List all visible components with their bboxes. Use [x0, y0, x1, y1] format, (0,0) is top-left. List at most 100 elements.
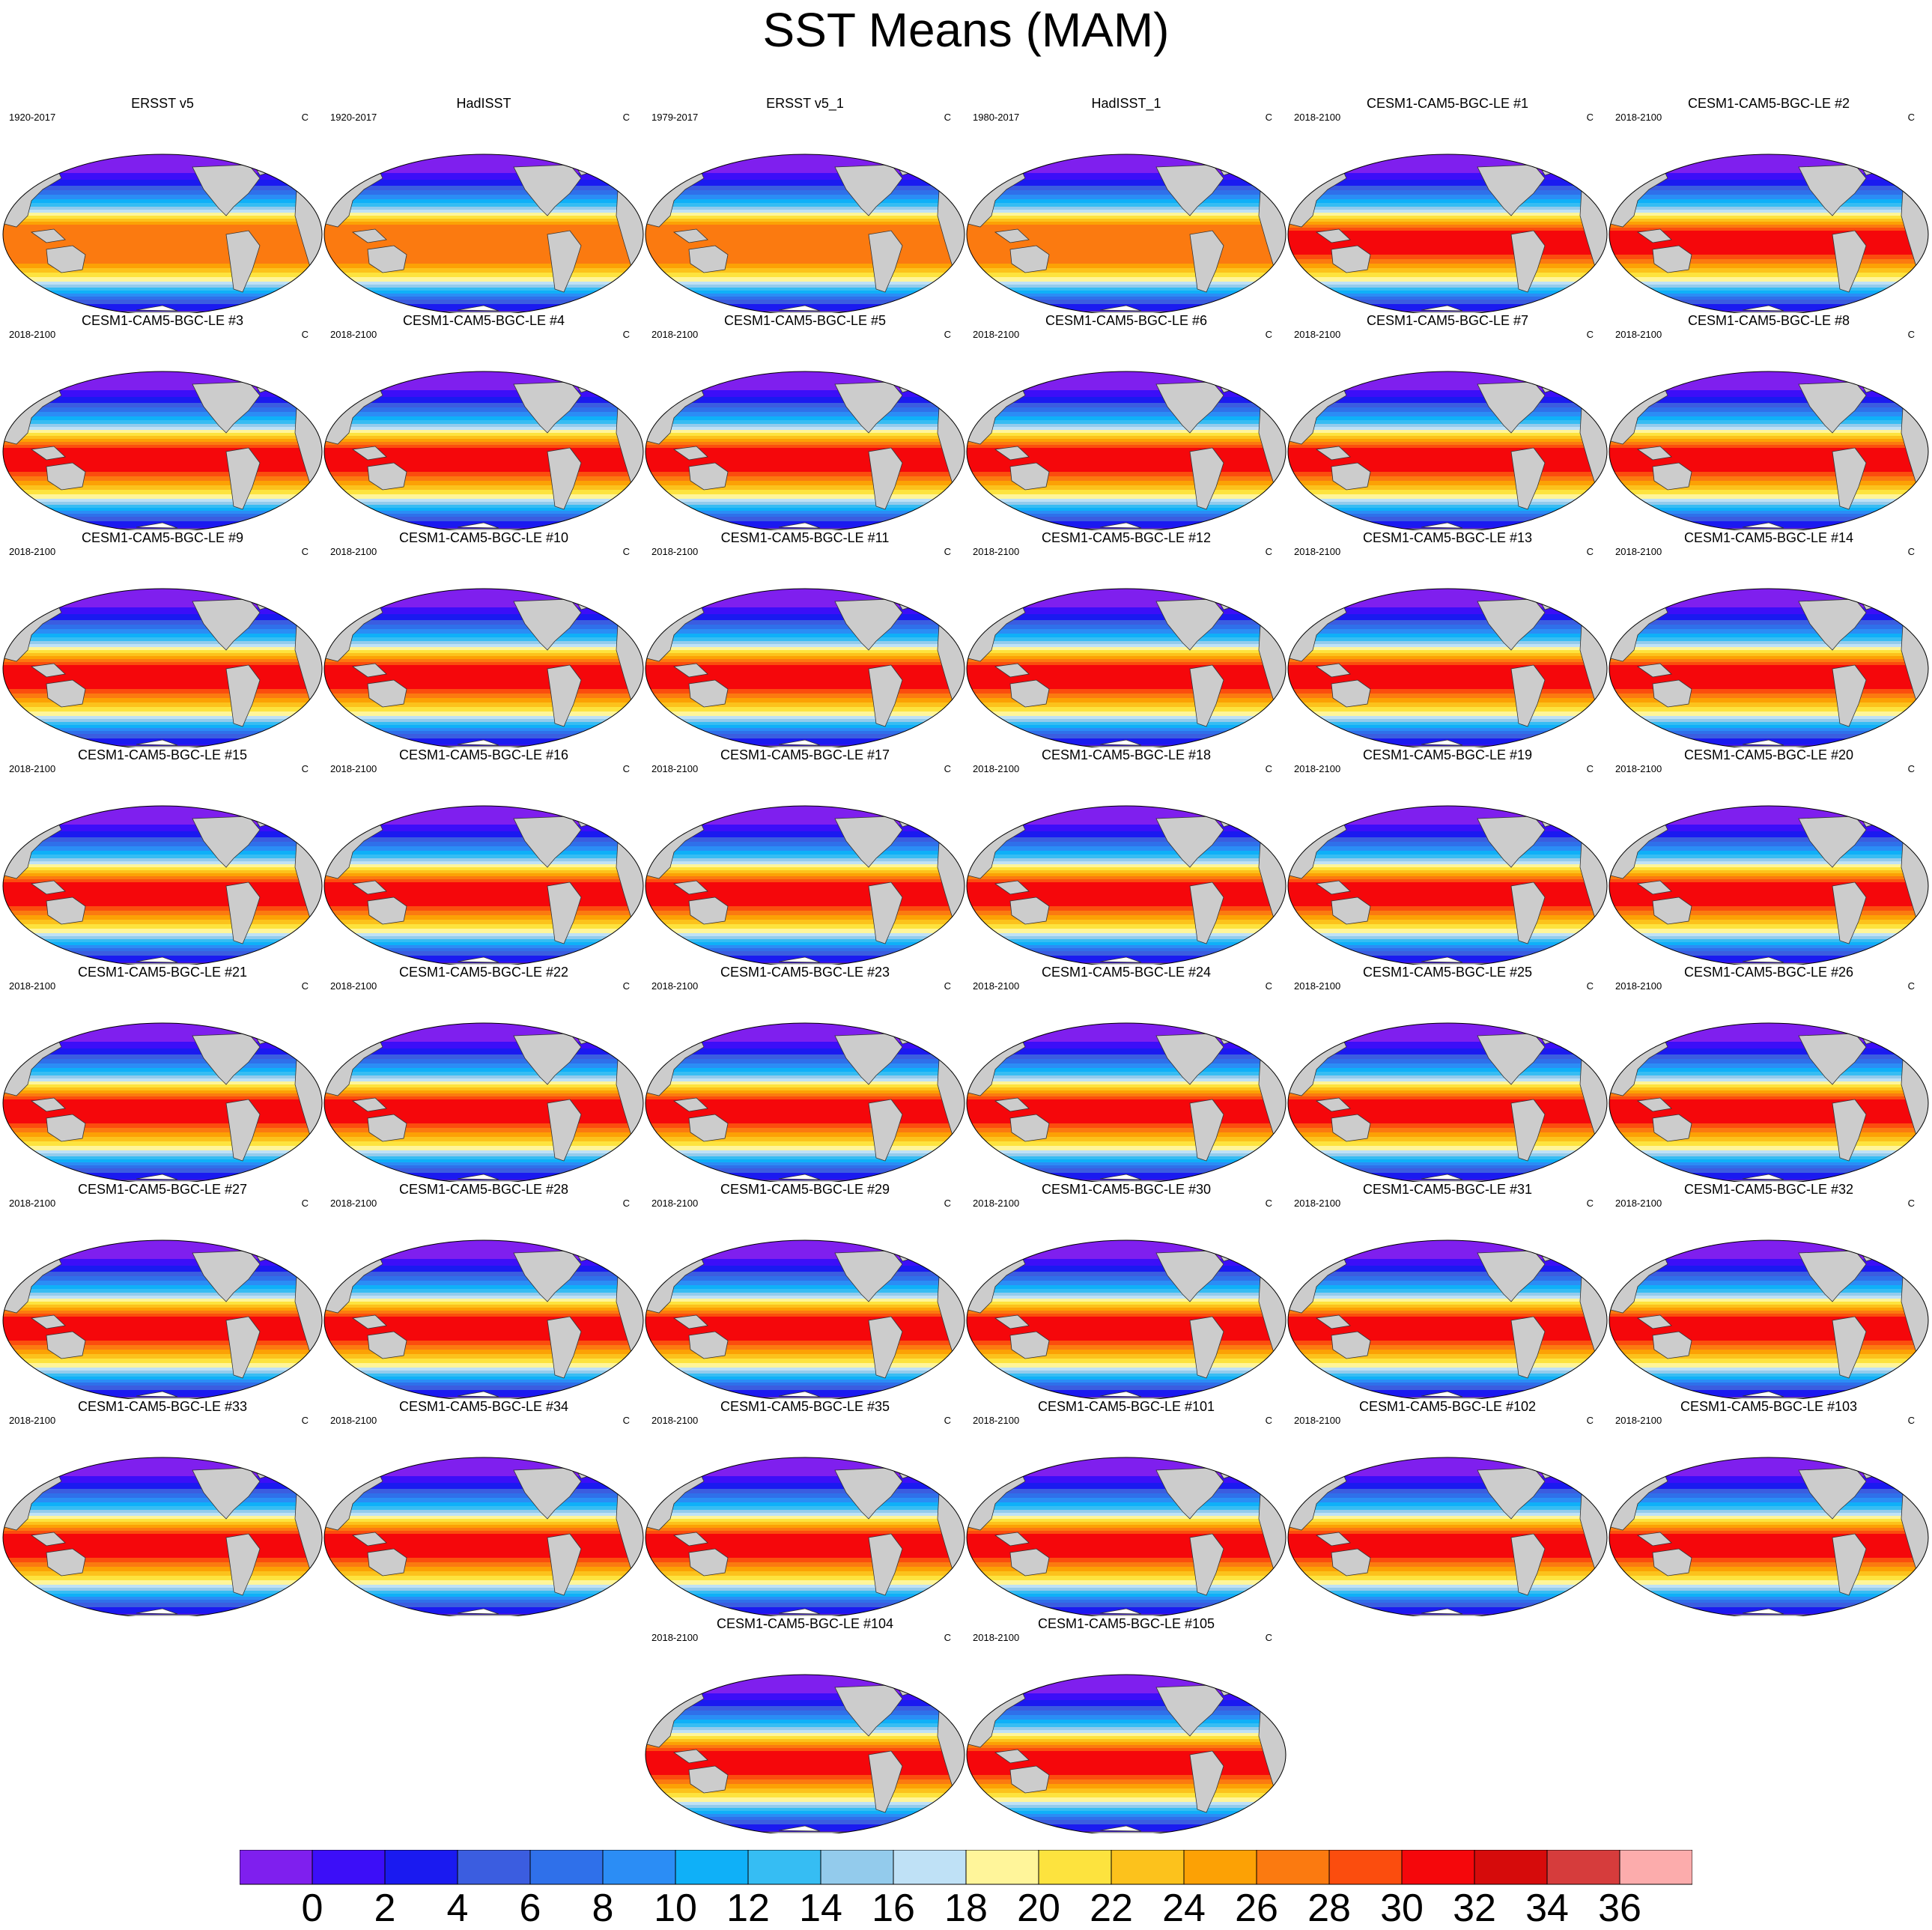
sst-map: [2, 371, 323, 530]
panel-units: C: [1907, 980, 1915, 992]
panel-title: CESM1-CAM5-BGC-LE #104: [716, 1616, 894, 1631]
sst-map: [323, 588, 644, 747]
panel-period: 2018-2100: [330, 546, 377, 557]
panel-units: C: [301, 329, 309, 340]
panel-title: CESM1-CAM5-BGC-LE #34: [398, 1399, 569, 1414]
map-panel: CESM1-CAM5-BGC-LE #34 2018-2100 C: [323, 1399, 645, 1616]
panel-units: C: [1586, 980, 1594, 992]
panel-units: C: [301, 763, 309, 774]
panel-title: CESM1-CAM5-BGC-LE #105: [1037, 1616, 1215, 1631]
panel-units: C: [1907, 112, 1915, 123]
sst-map: [2, 805, 323, 965]
panel-period: 2018-2100: [9, 329, 56, 340]
panel-units: C: [301, 112, 309, 123]
colorbar-swatch: [529, 1850, 604, 1885]
sst-map: [645, 1457, 965, 1616]
panel-units: C: [944, 1632, 951, 1643]
panel-period: 2018-2100: [1294, 763, 1341, 774]
panel-period: 2018-2100: [1294, 112, 1341, 123]
panel-period: 2018-2100: [1615, 1415, 1662, 1426]
map-panel: CESM1-CAM5-BGC-LE #32 2018-2100 C: [1608, 1182, 1930, 1399]
colorbar-tick-label: 16: [872, 1887, 915, 1930]
panel-period: 2018-2100: [973, 980, 1020, 992]
sst-map: [2, 1239, 323, 1399]
panel-period: 2018-2100: [1615, 1198, 1662, 1209]
panel-title: HadISST_1: [1091, 96, 1161, 111]
panel-period: 2018-2100: [973, 329, 1020, 340]
map-panel: HadISST_1 1980-2017 C: [965, 96, 1287, 313]
panel-period: 2018-2100: [330, 980, 377, 992]
panel-period: 2018-2100: [973, 1198, 1020, 1209]
sst-map: [645, 1239, 965, 1399]
panel-title: CESM1-CAM5-BGC-LE #17: [720, 747, 890, 762]
sst-map: [966, 154, 1287, 313]
panel-units: C: [301, 1415, 309, 1426]
panel-period: 2018-2100: [9, 546, 56, 557]
sst-map: [645, 154, 965, 313]
panel-period: 2018-2100: [330, 1415, 377, 1426]
map-panel: CESM1-CAM5-BGC-LE #16 2018-2100 C: [323, 747, 645, 965]
panel-title: HadISST: [456, 96, 511, 111]
map-panel: CESM1-CAM5-BGC-LE #12 2018-2100 C: [965, 530, 1287, 747]
sst-map: [1287, 154, 1608, 313]
panel-title: CESM1-CAM5-BGC-LE #7: [1366, 313, 1529, 328]
colorbar-swatch: [240, 1850, 313, 1885]
panel-title: CESM1-CAM5-BGC-LE #9: [81, 530, 244, 545]
panel-units: C: [622, 112, 630, 123]
sst-map: [966, 588, 1287, 747]
map-panel: CESM1-CAM5-BGC-LE #21 2018-2100 C: [1, 965, 323, 1182]
panel-title: CESM1-CAM5-BGC-LE #23: [720, 965, 890, 980]
panel-units: C: [944, 329, 951, 340]
sst-map: [2, 154, 323, 313]
sst-map: [323, 1239, 644, 1399]
panel-period: 2018-2100: [651, 546, 699, 557]
panel-units: C: [301, 980, 309, 992]
map-panel: CESM1-CAM5-BGC-LE #5 2018-2100 C: [644, 313, 966, 530]
panel-period: 2018-2100: [1615, 980, 1662, 992]
panel-units: C: [944, 763, 951, 774]
panel-units: C: [944, 1198, 951, 1209]
map-panel: CESM1-CAM5-BGC-LE #17 2018-2100 C: [644, 747, 966, 965]
map-panel: CESM1-CAM5-BGC-LE #3 2018-2100 C: [1, 313, 323, 530]
panel-units: C: [1586, 112, 1594, 123]
panel-period: 2018-2100: [651, 329, 699, 340]
panel-period: 2018-2100: [973, 763, 1020, 774]
map-panel: CESM1-CAM5-BGC-LE #10 2018-2100 C: [323, 530, 645, 747]
map-panel: CESM1-CAM5-BGC-LE #1 2018-2100 C: [1287, 96, 1609, 313]
panel-units: C: [301, 546, 309, 557]
panel-title: CESM1-CAM5-BGC-LE #13: [1362, 530, 1533, 545]
sst-map: [645, 1022, 965, 1182]
panel-period: 2018-2100: [973, 546, 1020, 557]
panel-title: CESM1-CAM5-BGC-LE #26: [1683, 965, 1854, 980]
sst-map: [323, 371, 644, 530]
sst-map: [2, 1457, 323, 1616]
panel-title: CESM1-CAM5-BGC-LE #4: [402, 313, 565, 328]
sst-map: [1287, 1239, 1608, 1399]
panel-title: CESM1-CAM5-BGC-LE #8: [1687, 313, 1850, 328]
panel-period: 2018-2100: [9, 980, 56, 992]
map-panel: CESM1-CAM5-BGC-LE #105 2018-2100 C: [965, 1616, 1287, 1833]
colorbar-tick-label: 0: [301, 1887, 323, 1930]
colorbar-tick-label: 10: [654, 1887, 697, 1930]
colorbar-swatch: [457, 1850, 531, 1885]
sst-map: [966, 1022, 1287, 1182]
panel-units: C: [622, 1415, 630, 1426]
sst-map: [1287, 588, 1608, 747]
panel-units: C: [944, 112, 951, 123]
colorbar-tick-label: 14: [799, 1887, 842, 1930]
colorbar-tick-label: 12: [726, 1887, 770, 1930]
colorbar-tick-label: 18: [944, 1887, 988, 1930]
panel-period: 2018-2100: [1294, 1415, 1341, 1426]
panel-title: CESM1-CAM5-BGC-LE #11: [720, 530, 890, 545]
colorbar-tick-label: 4: [446, 1887, 469, 1930]
map-panel: CESM1-CAM5-BGC-LE #33 2018-2100 C: [1, 1399, 323, 1616]
panel-units: C: [622, 980, 630, 992]
panel-period: 2018-2100: [9, 763, 56, 774]
map-panel: CESM1-CAM5-BGC-LE #104 2018-2100 C: [644, 1616, 966, 1833]
map-panel: CESM1-CAM5-BGC-LE #102 2018-2100 C: [1287, 1399, 1609, 1616]
sst-map: [323, 154, 644, 313]
panel-title: CESM1-CAM5-BGC-LE #18: [1041, 747, 1212, 762]
map-panel: CESM1-CAM5-BGC-LE #4 2018-2100 C: [323, 313, 645, 530]
map-panel: CESM1-CAM5-BGC-LE #27 2018-2100 C: [1, 1182, 323, 1399]
panel-title: ERSST v5_1: [766, 96, 844, 111]
